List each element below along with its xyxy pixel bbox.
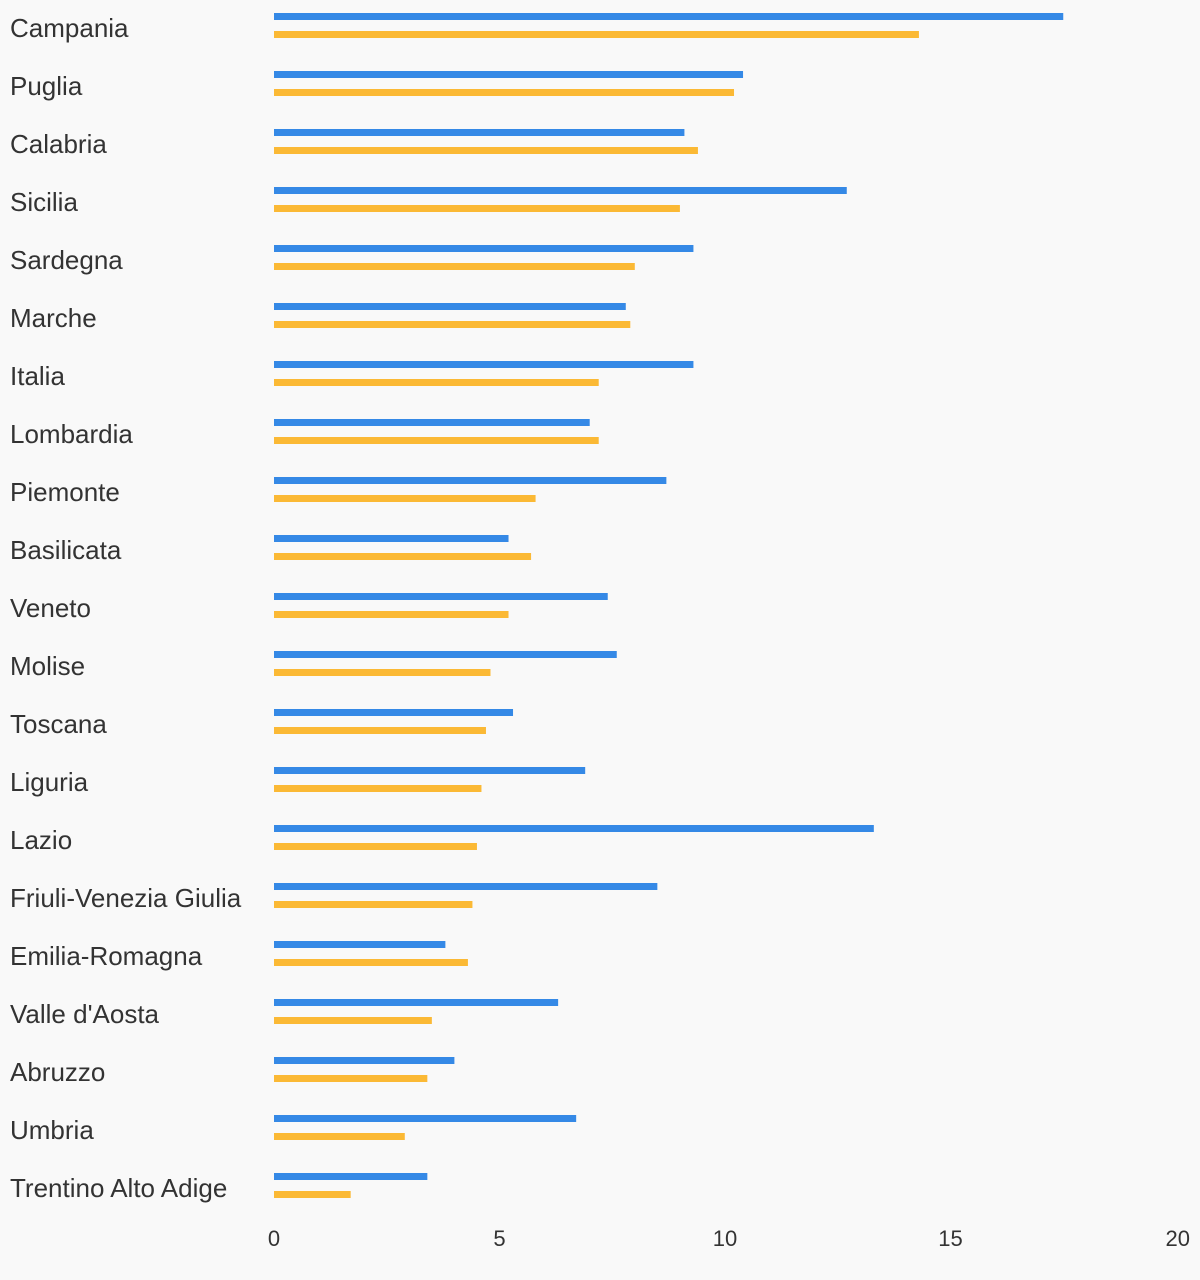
bar-series-2	[274, 89, 735, 96]
category-label: Lazio	[10, 825, 72, 855]
category-label: Trentino Alto Adige	[10, 1173, 227, 1203]
bar-series-2	[274, 611, 509, 618]
bar-series-2	[274, 31, 919, 38]
bar-series-1	[274, 361, 694, 368]
bar-series-2	[274, 553, 532, 560]
bar-series-2	[274, 263, 635, 270]
bar-series-2	[274, 669, 491, 676]
bar-series-1	[274, 883, 658, 890]
bar-series-1	[274, 593, 608, 600]
category-label: Sardegna	[10, 245, 123, 275]
bar-series-2	[274, 321, 631, 328]
bar-series-2	[274, 785, 482, 792]
bar-series-1	[274, 187, 847, 194]
category-label: Molise	[10, 651, 85, 681]
bar-series-1	[274, 419, 590, 426]
bar-series-1	[274, 245, 694, 252]
bar-series-2	[274, 959, 468, 966]
bar-series-1	[274, 709, 514, 716]
category-label: Calabria	[10, 129, 107, 159]
bar-series-2	[274, 1133, 405, 1140]
bar-series-1	[274, 999, 559, 1006]
bar-series-2	[274, 495, 536, 502]
bar-series-1	[274, 651, 617, 658]
x-tick-label: 10	[713, 1226, 737, 1251]
category-label: Veneto	[10, 593, 91, 623]
category-label: Sicilia	[10, 187, 78, 217]
bar-series-2	[274, 379, 599, 386]
x-tick-label: 5	[493, 1226, 505, 1251]
category-label: Marche	[10, 303, 97, 333]
bar-series-1	[274, 825, 874, 832]
category-label: Umbria	[10, 1115, 94, 1145]
bar-series-1	[274, 767, 586, 774]
bar-series-1	[274, 1115, 577, 1122]
bar-series-1	[274, 129, 685, 136]
category-label: Toscana	[10, 709, 107, 739]
bar-series-1	[274, 477, 667, 484]
bar-series-2	[274, 1075, 428, 1082]
bar-series-1	[274, 941, 446, 948]
category-label: Puglia	[10, 71, 83, 101]
bar-series-2	[274, 1191, 351, 1198]
category-label: Basilicata	[10, 535, 122, 565]
category-label: Piemonte	[10, 477, 120, 507]
bar-series-2	[274, 205, 680, 212]
x-tick-label: 20	[1166, 1226, 1190, 1251]
category-label: Friuli-Venezia Giulia	[10, 883, 242, 913]
bar-series-1	[274, 1057, 455, 1064]
bar-series-1	[274, 13, 1064, 20]
category-label: Liguria	[10, 767, 89, 797]
bar-series-1	[274, 303, 626, 310]
bar-series-2	[274, 147, 698, 154]
bar-series-2	[274, 1017, 432, 1024]
category-label: Abruzzo	[10, 1057, 105, 1087]
bar-series-2	[274, 727, 486, 734]
category-label: Emilia-Romagna	[10, 941, 203, 971]
bar-series-1	[274, 71, 744, 78]
bar-series-1	[274, 535, 509, 542]
category-label: Lombardia	[10, 419, 133, 449]
bar-series-2	[274, 843, 477, 850]
category-label: Campania	[10, 13, 129, 43]
x-tick-label: 15	[938, 1226, 962, 1251]
bar-series-2	[274, 901, 473, 908]
x-tick-label: 0	[268, 1226, 280, 1251]
bar-series-1	[274, 1173, 428, 1180]
category-label: Valle d'Aosta	[10, 999, 160, 1029]
bar-series-2	[274, 437, 599, 444]
category-label: Italia	[10, 361, 65, 391]
